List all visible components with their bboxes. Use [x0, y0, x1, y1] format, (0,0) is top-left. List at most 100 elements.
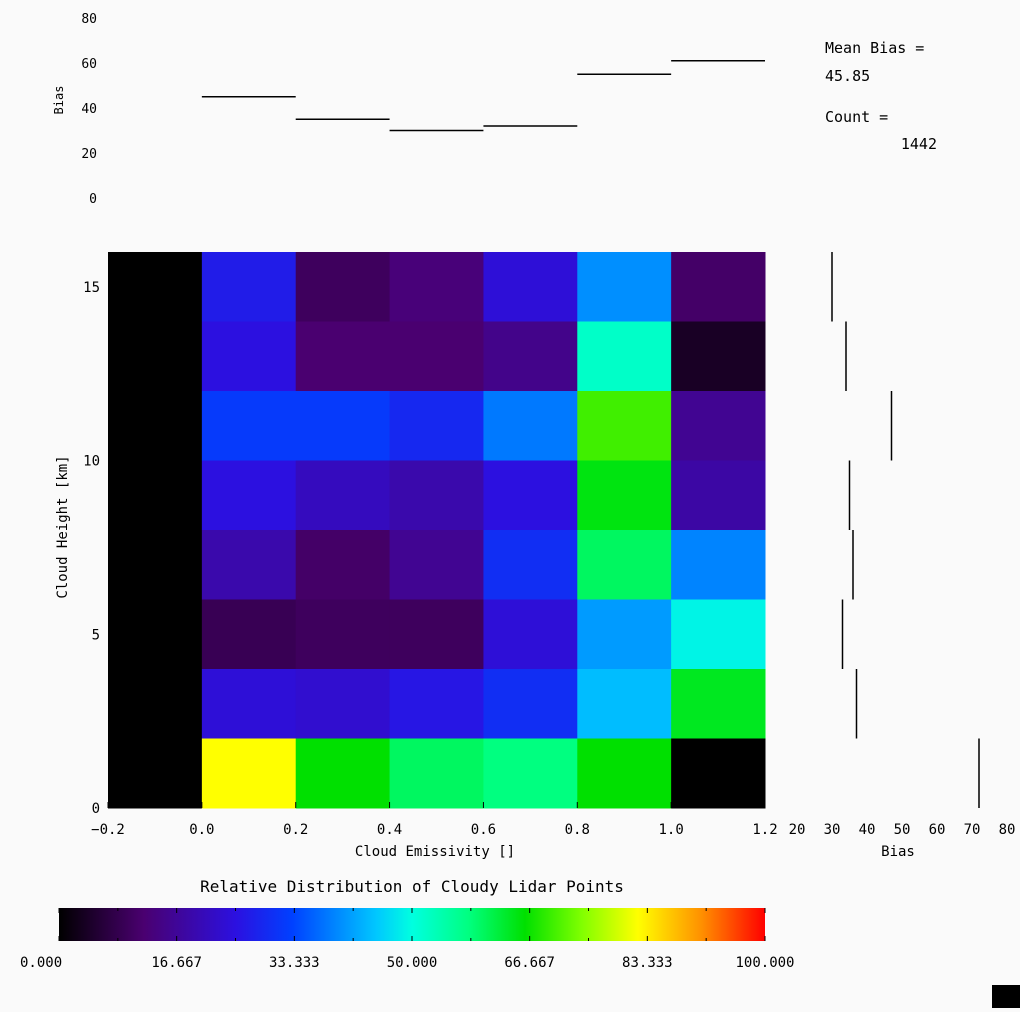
stats-block: Mean Bias = 45.85 Count = 1442	[825, 39, 937, 153]
top-y-tick-label: 20	[81, 147, 97, 162]
heatmap-cell	[483, 530, 578, 600]
heatmap-cell	[577, 321, 672, 392]
heatmap-cell	[671, 460, 766, 531]
x-tick-label: 1.0	[658, 822, 683, 838]
heatmap-cell	[577, 530, 672, 600]
heatmap-cell	[577, 391, 672, 461]
heatmap-cell	[295, 530, 391, 600]
colorbar: Relative Distribution of Cloudy Lidar Po…	[20, 877, 795, 971]
heatmap-cell	[201, 738, 297, 809]
colorbar-tick-label: 100.000	[735, 955, 794, 971]
heatmap-cell	[389, 460, 484, 531]
top-y-tick-label: 80	[81, 12, 97, 27]
heatmap-cell	[389, 391, 484, 461]
colorbar-title: Relative Distribution of Cloudy Lidar Po…	[200, 877, 624, 896]
heatmap-cell	[295, 669, 391, 739]
heatmap-cell	[108, 391, 203, 461]
heatmap-cell	[201, 321, 297, 392]
heatmap-cell	[295, 321, 391, 392]
y-tick-label: 0	[92, 801, 100, 817]
colorbar-tick-label: 33.333	[269, 955, 320, 971]
heatmap-cell	[389, 321, 484, 392]
mean-bias-value: 45.85	[825, 67, 870, 85]
heatmap-panel: −0.2 0.0 0.2 0.4 0.6 0.8 1.0 1.2 0 5 10 15 Cloud E…	[55, 252, 778, 860]
colorbar-tick-label: 16.667	[151, 955, 202, 971]
x-tick-label: −0.2	[91, 822, 125, 838]
heatmap-cell	[671, 738, 766, 809]
colorbar-tick-label: 50.000	[387, 955, 438, 971]
x-tick-label: 0.8	[565, 822, 590, 838]
heatmap-cell	[108, 599, 203, 670]
x-tick-label: 0.2	[283, 822, 308, 838]
count-value: 1442	[901, 135, 937, 153]
heatmap-cell	[577, 460, 672, 531]
colorbar-tick-label: 66.667	[504, 955, 555, 971]
colorbar-tick-label: 0.000	[20, 955, 62, 971]
heatmap-cell	[108, 252, 203, 322]
heatmap-cell	[108, 460, 203, 531]
right-x-tick-label: 20	[789, 822, 806, 838]
mean-bias-label: Mean Bias =	[825, 39, 924, 57]
heatmap-cell	[483, 321, 578, 392]
x-tick-label: 0.6	[471, 822, 496, 838]
heatmap-cell	[201, 391, 297, 461]
top-y-tick-label: 60	[81, 57, 97, 72]
heatmap-cell	[295, 252, 391, 322]
right-x-axis-label: Bias	[881, 844, 915, 860]
heatmap-cell	[201, 599, 297, 670]
y-tick-label: 15	[83, 280, 100, 296]
heatmap-cell	[201, 530, 297, 600]
top-y-tick-label: 40	[81, 102, 97, 117]
heatmap-cell	[295, 738, 391, 809]
colorbar-tick-label: 83.333	[622, 955, 673, 971]
heatmap-cell	[201, 252, 297, 322]
heatmap-cell	[108, 669, 203, 739]
heatmap-cell	[483, 391, 578, 461]
heatmap-cell	[108, 530, 203, 600]
heatmap-cell	[295, 391, 391, 461]
heatmap-cell	[201, 460, 297, 531]
heatmap-cell	[483, 252, 578, 322]
heatmap-cell	[389, 252, 484, 322]
y-tick-label: 10	[83, 454, 100, 470]
heatmap-cell	[389, 530, 484, 600]
corner-marker	[992, 985, 1020, 1008]
right-x-tick-label: 80	[999, 822, 1016, 838]
heatmap-cell	[577, 599, 672, 670]
x-tick-label: 1.2	[752, 822, 777, 838]
heatmap-cell	[577, 738, 672, 809]
heatmap-cell	[483, 738, 578, 809]
heatmap-cell	[671, 252, 766, 322]
heatmap-cell	[671, 599, 766, 670]
y-tick-label: 5	[92, 627, 100, 643]
heatmap-cell	[671, 530, 766, 600]
heatmap-cell	[483, 599, 578, 670]
heatmap-cell	[389, 599, 484, 670]
heatmap-cell	[577, 252, 672, 322]
heatmap-cell	[108, 321, 203, 392]
right-x-tick-label: 40	[859, 822, 876, 838]
right-bias-panel: 20 30 40 50 60 70 80 Bias	[789, 252, 1016, 860]
right-x-tick-label: 60	[929, 822, 946, 838]
top-y-axis-label: Bias	[52, 86, 66, 115]
heatmap-cell	[295, 460, 391, 531]
count-label: Count =	[825, 108, 888, 126]
x-tick-label: 0.0	[189, 822, 214, 838]
right-x-tick-label: 50	[894, 822, 911, 838]
heatmap-cell	[389, 738, 484, 809]
heatmap-cell	[577, 669, 672, 739]
heatmap-cell	[201, 669, 297, 739]
heatmap-cell	[108, 738, 203, 809]
heatmap-cell	[295, 599, 391, 670]
colorbar-gradient	[59, 908, 765, 941]
x-tick-label: 0.4	[377, 822, 402, 838]
heatmap-cell	[389, 669, 484, 739]
heatmap-cell	[671, 321, 766, 392]
heatmap-cell	[483, 669, 578, 739]
right-x-tick-label: 70	[964, 822, 981, 838]
y-axis-label: Cloud Height [km]	[55, 455, 71, 598]
x-axis-label: Cloud Emissivity []	[355, 844, 515, 860]
heatmap-cell	[671, 391, 766, 461]
